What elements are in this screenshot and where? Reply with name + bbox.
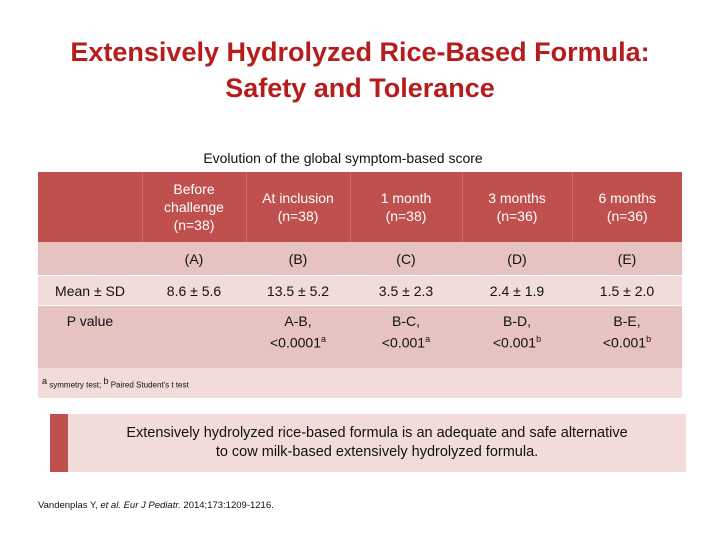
banner-accent-bar [50,414,68,472]
results-table: Before challenge (n=38) At inclusion (n=… [38,172,682,398]
table-cell: B-C, <0.001a [350,305,462,368]
citation: Vandenplas Y, et al. Eur J Pediatr. 2014… [38,500,274,511]
header-cell-6-months: 6 months (n=36) [572,172,682,242]
table-cell [142,305,246,368]
table-cell: (A) [142,242,246,276]
table-cell: 8.6 ± 5.6 [142,275,246,306]
header-cell-empty [38,172,143,242]
table-cell: 13.5 ± 5.2 [246,275,350,306]
table-row-p-value: P value A-B, <0.0001a B-C, <0.001a B-D, … [38,305,682,368]
header-cell-3-months: 3 months (n=36) [462,172,573,242]
table-cell: (D) [462,242,572,276]
header-row: Before challenge (n=38) At inclusion (n=… [38,172,682,242]
table-cell: (B) [246,242,350,276]
row-label-p-value: P value [38,305,142,368]
header-cell-before-challenge: Before challenge (n=38) [142,172,247,242]
title-line-2: Safety and Tolerance [225,73,495,103]
table-cell: B-D, <0.001b [462,305,572,368]
conclusion-banner: Extensively hydrolyzed rice-based formul… [50,414,686,472]
slide-title: Extensively Hydrolyzed Rice-Based Formul… [0,34,720,106]
table-cell [38,242,142,276]
table-cell: B-E, <0.001b [572,305,682,368]
header-cell-1-month: 1 month (n=38) [350,172,463,242]
table-cell: (E) [572,242,682,276]
table-row-letters: (A) (B) (C) (D) (E) [38,242,682,276]
table-footnote-row: a symmetry test; b Paired Student's t te… [38,368,682,398]
table-cell: 2.4 ± 1.9 [462,275,572,306]
title-line-1: Extensively Hydrolyzed Rice-Based Formul… [70,37,650,67]
table-cell: (C) [350,242,462,276]
table-cell: A-B, <0.0001a [246,305,350,368]
row-label-mean-sd: Mean ± SD [38,275,142,306]
results-table-container: Before challenge (n=38) At inclusion (n=… [38,172,682,398]
table-cell: 1.5 ± 2.0 [572,275,682,306]
table-caption: Evolution of the global symptom-based sc… [203,150,483,166]
table-footnote: a symmetry test; b Paired Student's t te… [38,368,682,398]
table-row-mean-sd: Mean ± SD 8.6 ± 5.6 13.5 ± 5.2 3.5 ± 2.3… [38,275,682,306]
header-cell-at-inclusion: At inclusion (n=38) [246,172,351,242]
table-cell: 3.5 ± 2.3 [350,275,462,306]
conclusion-text: Extensively hydrolyzed rice-based formul… [126,425,628,460]
